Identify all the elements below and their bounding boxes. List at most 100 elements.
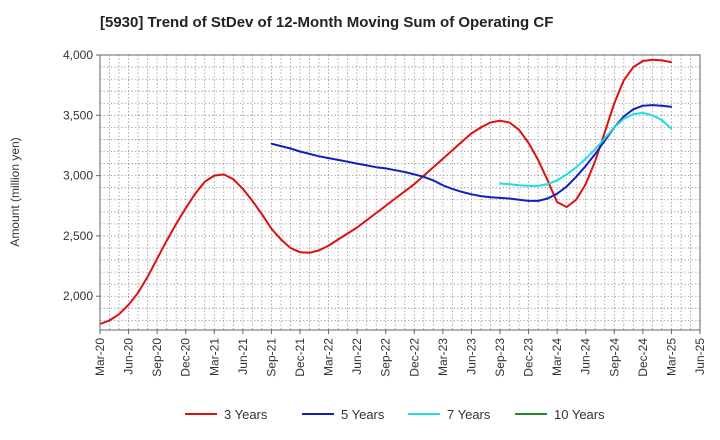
x-tick-label: Jun-20 [122,338,136,375]
legend: 3 Years 5 Years 7 Years 10 Years [185,407,605,422]
data-point-3-years [594,160,597,162]
x-axis-ticks: Mar-20 Jun-20 Sep-20 Dec-20 Mar-21 Jun-21 Sep-… [93,330,707,377]
data-point-3-years [146,276,149,278]
data-point-3-years [289,247,292,249]
x-tick-label: Mar-24 [550,338,564,376]
data-point-3-years [156,258,158,260]
data-point-5-years [489,196,492,199]
data-point-3-years [394,197,397,200]
data-point-5-years [575,176,577,178]
data-point-5-years [413,173,416,176]
plot-border [99,54,701,331]
data-point-7-years [499,182,501,185]
y-tick-label: 3,500 [63,108,93,122]
data-point-3-years [270,227,273,230]
data-point-5-years [299,150,301,153]
data-point-5-years [327,157,330,159]
data-point-5-years [527,200,530,202]
data-point-3-years [127,303,130,306]
x-tick-label: Jun-23 [464,338,478,375]
data-point-3-years [242,188,244,190]
data-point-5-years [356,162,358,165]
data-point-5-years [470,193,473,196]
data-point-5-years [403,171,406,173]
data-point-3-years [480,126,482,129]
x-tick-label: Mar-23 [436,338,450,376]
x-tick-label: Dec-20 [179,338,193,377]
data-point-3-years [556,201,558,203]
data-point-5-years [632,108,635,111]
x-tick-label: Jun-22 [350,338,364,375]
data-point-5-years [518,198,520,201]
data-point-3-years [470,132,473,135]
data-point-3-years [642,60,644,62]
x-tick-label: Jun-21 [236,338,250,375]
data-point-7-years [623,118,625,120]
data-point-5-years [537,200,539,202]
data-point-3-years [327,244,330,247]
data-point-7-years [537,185,539,187]
data-point-3-years [118,313,120,316]
data-point-3-years [508,121,511,124]
x-tick-label: Dec-23 [522,338,536,377]
data-point-5-years [337,159,339,161]
data-point-5-years [346,160,349,163]
data-point-5-years [318,155,320,158]
x-tick-label: Sep-24 [607,338,621,377]
data-point-3-years [213,174,216,177]
data-point-5-years [565,185,568,188]
data-point-3-years [203,180,206,183]
x-tick-label: Dec-21 [293,338,307,377]
data-point-7-years [651,114,654,117]
data-point-3-years [318,249,320,252]
data-point-3-years [280,238,282,241]
legend-label-10-years: 10 Years [554,407,605,422]
data-point-3-years [299,251,301,254]
data-point-3-years [546,179,549,182]
data-point-3-years [165,239,168,242]
chart-title: [5930] Trend of StDev of 12-Month Moving… [100,14,554,31]
data-point-7-years [661,119,663,121]
data-point-3-years [403,190,406,193]
x-tick-label: Mar-20 [93,338,107,376]
data-point-3-years [337,238,339,241]
data-point-3-years [575,198,577,201]
y-tick-label: 2,000 [63,289,93,303]
y-tick-label: 4,000 [63,48,93,62]
data-point-5-years [508,197,511,200]
data-point-5-years [594,153,597,155]
data-point-7-years [518,184,520,187]
data-point-3-years [603,131,606,133]
data-point-5-years [499,197,501,199]
data-point-5-years [651,104,654,106]
data-point-3-years [384,204,387,207]
data-point-3-years [461,141,463,143]
data-point-3-years [184,207,187,209]
data-point-5-years [670,106,673,108]
data-point-7-years [527,185,530,187]
plot-background [100,55,700,330]
data-point-3-years [670,61,673,64]
data-point-7-years [556,179,558,182]
data-point-5-years [423,176,425,178]
data-point-3-years [451,149,454,152]
data-point-3-years [175,223,177,225]
x-tick-label: Dec-24 [636,338,650,377]
x-tick-label: Jun-25 [693,338,707,375]
data-point-5-years [642,104,644,107]
data-point-3-years [613,102,616,105]
data-point-5-years [308,153,311,155]
data-point-3-years [346,232,349,235]
data-point-3-years [527,142,530,144]
data-point-7-years [584,157,587,160]
data-point-5-years [384,167,387,170]
x-tick-label: Mar-21 [207,338,221,376]
data-point-7-years [508,183,511,185]
y-tick-label: 2,500 [63,229,93,243]
data-point-3-years [632,66,635,68]
data-point-5-years [451,188,454,190]
data-point-5-years [546,197,549,200]
data-point-3-years [623,79,625,82]
data-point-7-years [642,112,644,114]
